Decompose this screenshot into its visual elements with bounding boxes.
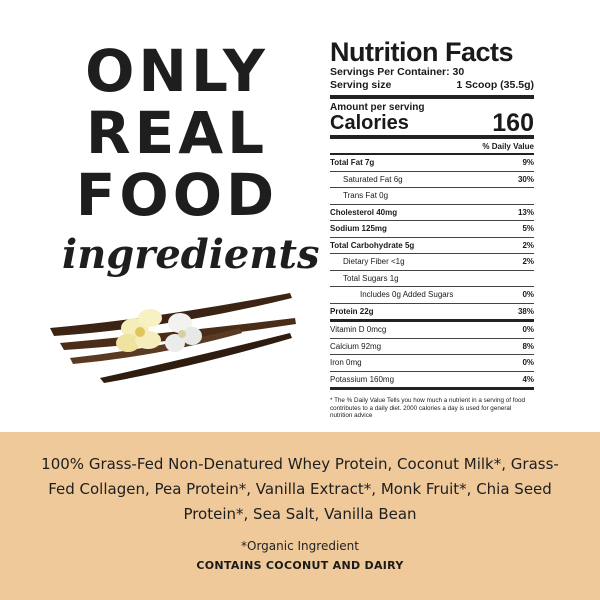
nutrient-label: Includes 0g Added Sugars xyxy=(360,290,454,300)
nutrition-facts-panel: Nutrition Facts Servings Per Container: … xyxy=(330,38,534,420)
nutrient-label: Protein 22g xyxy=(330,306,374,316)
nutrient-label: Saturated Fat 6g xyxy=(343,174,403,184)
nutrient-dv: 2% xyxy=(522,257,534,267)
nutrient-row: Includes 0g Added Sugars 0% xyxy=(330,287,534,304)
nutrient-label: Total Carbohydrate 5g xyxy=(330,240,415,250)
nutrient-row: Trans Fat 0g xyxy=(330,188,534,205)
nutrient-row: Sodium 125mg 5% xyxy=(330,221,534,238)
nutrient-row: Total Sugars 1g xyxy=(330,271,534,287)
nutrient-label: Dietary Fiber <1g xyxy=(343,257,405,267)
nutrient-row: Dietary Fiber <1g 2% xyxy=(330,254,534,271)
vanilla-image xyxy=(50,293,296,383)
headline-only: ONLY xyxy=(85,37,269,105)
nutrient-dv: 8% xyxy=(522,341,534,351)
calories-value: 160 xyxy=(492,109,534,137)
nutrient-dv: 13% xyxy=(517,207,534,217)
serving-size-value: 1 Scoop (35.5g) xyxy=(456,79,534,91)
nutrient-label: Total Fat 7g xyxy=(330,158,375,168)
dv-header: % Daily Value xyxy=(330,139,534,155)
calories-label: Calories xyxy=(330,112,409,134)
nutrient-dv: 30% xyxy=(517,174,534,184)
nutrient-row: Vitamin D 0mcg 0% xyxy=(330,322,534,339)
nutrient-label: Trans Fat 0g xyxy=(343,191,389,201)
nutrient-label: Total Sugars 1g xyxy=(343,273,399,283)
headline-real: REAL xyxy=(85,99,269,167)
nutrient-row: Total Carbohydrate 5g 2% xyxy=(330,238,534,254)
nutrient-dv: 0% xyxy=(522,290,534,300)
nutrient-label: Sodium 125mg xyxy=(330,224,387,234)
nutrient-row: Iron 0mg 0% xyxy=(330,355,534,372)
serving-size-label: Serving size xyxy=(330,79,392,91)
flower-icon xyxy=(116,309,202,352)
nutrient-row: Protein 22g 38% xyxy=(330,304,534,320)
organic-note: *Organic Ingredient xyxy=(241,539,359,553)
nutrient-row: Saturated Fat 6g 30% xyxy=(330,172,534,188)
nutrient-dv: 0% xyxy=(522,358,534,368)
headline: ONLY REAL FOOD ingredients xyxy=(62,37,320,280)
nutrient-label: Iron 0mg xyxy=(330,358,362,368)
headline-ingredients: ingredients xyxy=(62,231,320,278)
nutrient-row: Cholesterol 40mg 13% xyxy=(330,205,534,221)
amount-per-serving: Amount per serving xyxy=(330,102,425,113)
nutrient-label: Calcium 92mg xyxy=(330,341,382,351)
nutrient-label: Vitamin D 0mcg xyxy=(330,325,387,335)
nutrient-label: Cholesterol 40mg xyxy=(330,207,398,217)
nutrient-row: Calcium 92mg 8% xyxy=(330,339,534,355)
dv-header-text: % Daily Value xyxy=(482,141,534,151)
nutrient-dv: 5% xyxy=(522,224,534,234)
nutrient-dv: 2% xyxy=(522,240,534,250)
nutrient-dv: 38% xyxy=(517,306,534,316)
ingredients-list: 100% Grass-Fed Non-Denatured Whey Protei… xyxy=(41,455,559,523)
nutrient-row: Total Fat 7g 9% xyxy=(330,155,534,172)
nutrient-row: Potassium 160mg 4% xyxy=(330,372,534,388)
headline-food: FOOD xyxy=(75,161,279,229)
nutrient-dv: 0% xyxy=(522,325,534,335)
nutrient-dv: 9% xyxy=(522,158,534,168)
footnote: * The % Daily Value Tells you how much a… xyxy=(330,397,525,419)
ingredients-band: 100% Grass-Fed Non-Denatured Whey Protei… xyxy=(0,432,600,600)
servings-per-container: Servings Per Container: 30 xyxy=(330,66,465,78)
nutrient-dv: 4% xyxy=(522,374,534,384)
nutrient-label: Potassium 160mg xyxy=(330,374,395,384)
nutrition-title: Nutrition Facts xyxy=(330,37,514,67)
allergen-statement: CONTAINS COCONUT AND DAIRY xyxy=(196,559,404,572)
